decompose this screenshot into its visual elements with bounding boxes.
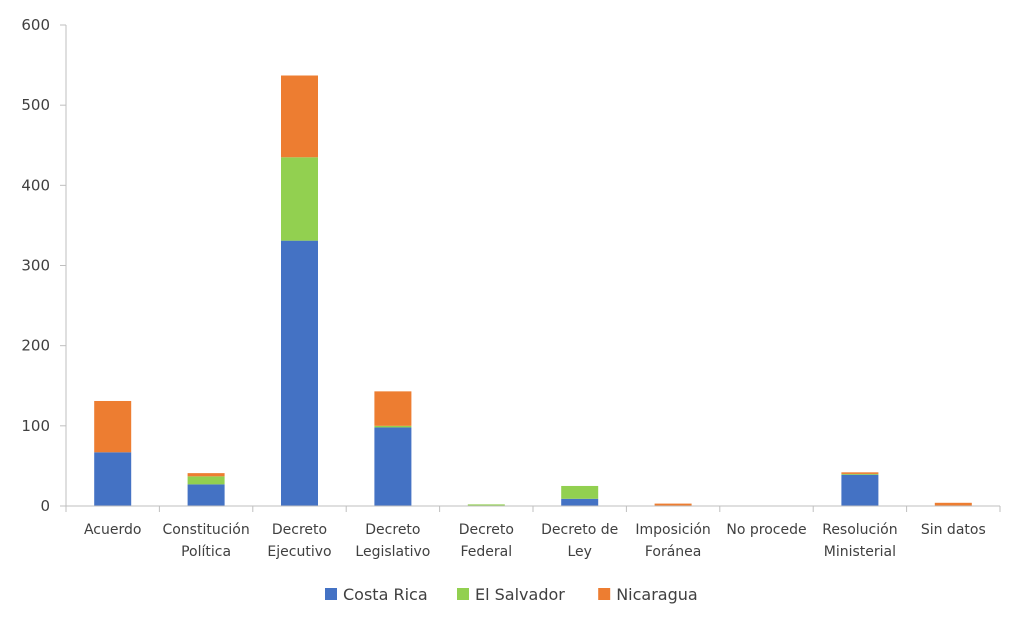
bar-segment-costa-rica (561, 498, 599, 506)
x-category-label: Federal (460, 544, 512, 560)
x-category-label: Decreto (459, 522, 514, 538)
x-category-label: Resolución (822, 522, 897, 538)
bar-segment-costa-rica (187, 484, 225, 506)
bar-segment-nicaragua (281, 75, 318, 158)
bar-segment-el-salvador (281, 157, 318, 241)
bar-segment-nicaragua (841, 472, 879, 474)
x-category-label: Sin datos (921, 522, 986, 538)
legend-swatch (457, 588, 469, 600)
bar-segment-nicaragua (374, 391, 412, 426)
x-category-label: Imposición (635, 522, 710, 538)
bar-segment-costa-rica (281, 240, 318, 507)
x-category-label: Legislativo (355, 544, 430, 560)
bar-segment-el-salvador (561, 485, 599, 499)
bars (94, 75, 972, 507)
x-category-label: Decreto (272, 522, 327, 538)
x-category-label: Decreto (365, 522, 420, 538)
x-category-label: No procede (726, 522, 806, 538)
legend-label: Costa Rica (343, 585, 428, 604)
x-axis: Acuerdo Constitución Política Decreto Ejecut… (65, 505, 1001, 560)
x-category-label: Ministerial (824, 544, 896, 560)
y-axis: 0 100 200 300 400 500 600 (21, 16, 67, 515)
x-category-label: Ley (567, 544, 591, 560)
y-tick-label: 500 (21, 96, 50, 114)
x-category-label: Ejecutivo (267, 544, 331, 560)
bar-segment-el-salvador (187, 476, 225, 485)
bar-segment-el-salvador (467, 504, 505, 506)
legend-label: Nicaragua (616, 585, 698, 604)
x-category-label: Acuerdo (84, 522, 141, 538)
bar-segment-nicaragua (934, 502, 972, 506)
legend-swatch (598, 588, 611, 600)
legend-label: El Salvador (475, 585, 565, 604)
x-category-label: Constitución (162, 522, 249, 538)
y-tick-label: 600 (21, 16, 50, 34)
bar-segment-nicaragua (187, 473, 225, 477)
x-category-label: Decreto de (541, 522, 618, 538)
bar-segment-costa-rica (94, 452, 132, 506)
y-tick-label: 0 (40, 497, 50, 515)
bar-segment-costa-rica (841, 474, 879, 506)
bar-segment-el-salvador (374, 425, 412, 428)
x-category-label: Política (181, 544, 231, 560)
bar-segment-el-salvador (841, 473, 879, 475)
legend-swatch (325, 588, 337, 600)
y-tick-label: 300 (21, 257, 50, 275)
legend: Costa Rica El Salvador Nicaragua (325, 585, 698, 604)
y-tick-label: 100 (21, 417, 50, 435)
bar-segment-nicaragua (94, 400, 132, 453)
x-category-label: Foránea (645, 544, 702, 560)
bar-segment-costa-rica (374, 427, 412, 506)
bar-segment-nicaragua (654, 503, 692, 506)
y-tick-label: 400 (21, 176, 50, 194)
y-tick-label: 200 (21, 337, 50, 355)
